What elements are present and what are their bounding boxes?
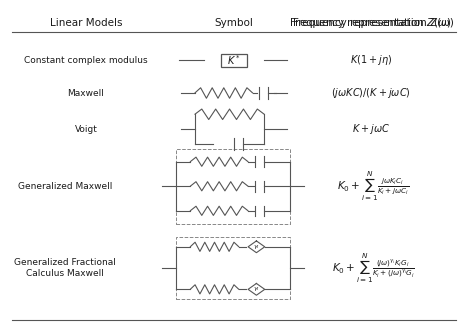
Text: Maxwell: Maxwell bbox=[68, 88, 104, 97]
Text: $(j\omega KC)/(K + j\omega C)$: $(j\omega KC)/(K + j\omega C)$ bbox=[331, 86, 410, 100]
Text: $\gamma_i$: $\gamma_i$ bbox=[253, 243, 260, 251]
Text: $K^*$: $K^*$ bbox=[228, 53, 241, 67]
Text: Generalized Maxwell: Generalized Maxwell bbox=[18, 182, 112, 191]
Text: Linear Models: Linear Models bbox=[50, 18, 122, 28]
Text: Voigt: Voigt bbox=[74, 124, 98, 134]
Bar bbox=[221, 54, 247, 67]
Text: $K + j\omega C$: $K + j\omega C$ bbox=[352, 122, 390, 136]
Text: Constant complex modulus: Constant complex modulus bbox=[24, 56, 148, 65]
Text: Generalized Fractional
Calculus Maxwell: Generalized Fractional Calculus Maxwell bbox=[14, 258, 116, 278]
Text: $K_0 + \sum_{i=1}^{N} \frac{j\omega K_i C_i}{K_i + j\omega C_i}$: $K_0 + \sum_{i=1}^{N} \frac{j\omega K_i … bbox=[337, 170, 409, 203]
Text: Frequency representation $Z(\omega)$: Frequency representation $Z(\omega)$ bbox=[290, 16, 452, 30]
Text: $\gamma_i$: $\gamma_i$ bbox=[253, 285, 260, 293]
Text: $K_0 + \sum_{i=1}^{N} \frac{(j\omega)^{\gamma_i} K_i G_i}{K_i + (j\omega)^{\gamm: $K_0 + \sum_{i=1}^{N} \frac{(j\omega)^{\… bbox=[332, 251, 414, 285]
Text: Frequency representation Z(ω): Frequency representation Z(ω) bbox=[292, 18, 454, 28]
Text: $K(1 + j\eta)$: $K(1 + j\eta)$ bbox=[350, 53, 392, 67]
Text: Symbol: Symbol bbox=[215, 18, 254, 28]
